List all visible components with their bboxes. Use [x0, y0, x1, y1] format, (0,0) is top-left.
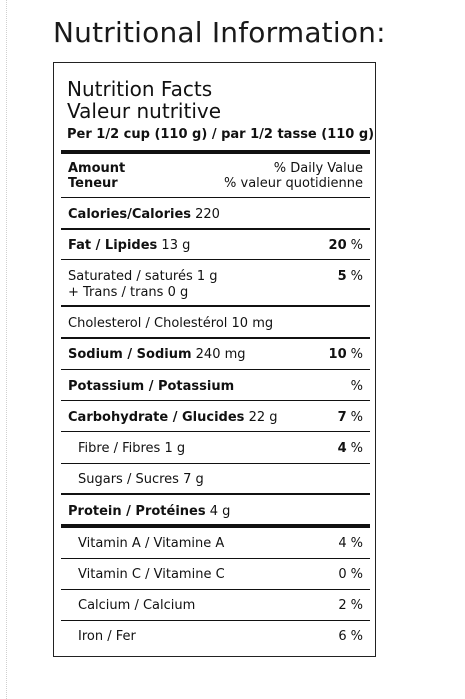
- carbohydrate-daily-value: 7%: [338, 410, 363, 425]
- divider: [61, 431, 370, 432]
- calcium-dv-number: 2: [338, 598, 347, 613]
- carbohydrate-amount: 22 g: [248, 410, 278, 425]
- vitamin-a-daily-value: 4%: [338, 536, 363, 551]
- percent-sign: %: [350, 238, 363, 253]
- amount-header-en: Amount: [68, 161, 126, 176]
- vitamin-a-dv-number: 4: [338, 536, 347, 551]
- sodium-amount: 240 mg: [195, 347, 246, 362]
- divider: [61, 589, 370, 590]
- sodium-label: Sodium / Sodium: [68, 347, 192, 362]
- potassium-daily-value: %: [347, 379, 363, 394]
- fat-daily-value: 20%: [329, 238, 363, 253]
- divider: [61, 463, 370, 464]
- sodium-row: Sodium / Sodium 240 mg: [68, 347, 246, 362]
- divider: [61, 197, 370, 198]
- fat-dv-number: 20: [328, 238, 347, 253]
- percent-sign: %: [350, 629, 363, 644]
- saturated-dv-number: 5: [337, 269, 347, 284]
- carbohydrate-label: Carbohydrate / Glucides: [68, 410, 245, 425]
- title-french: Valeur nutritive: [67, 99, 222, 123]
- divider: [61, 259, 370, 260]
- title-english: Nutrition Facts: [67, 77, 213, 101]
- daily-value-header-fr: % valeur quotidienne: [224, 176, 363, 191]
- percent-sign: %: [350, 567, 363, 582]
- fat-amount: 13 g: [161, 238, 191, 253]
- saturated-daily-value: 5%: [338, 269, 363, 284]
- percent-sign: %: [350, 410, 363, 425]
- divider: [61, 337, 370, 339]
- iron-dv-number: 6: [338, 629, 347, 644]
- page-heading: Nutritional Information:: [53, 16, 386, 49]
- divider: [61, 400, 370, 401]
- vitamin-c-dv-number: 0: [338, 567, 347, 582]
- sugars-label: Sugars / Sucres 7 g: [78, 472, 204, 487]
- percent-sign: %: [350, 536, 363, 551]
- carbohydrate-row: Carbohydrate / Glucides 22 g: [68, 410, 278, 425]
- fat-label: Fat / Lipides: [68, 238, 158, 253]
- calories-value: 220: [195, 207, 220, 222]
- calcium-label: Calcium / Calcium: [78, 598, 196, 613]
- protein-label: Protein / Protéines: [68, 504, 206, 519]
- protein-row: Protein / Protéines 4 g: [68, 504, 230, 519]
- divider: [61, 305, 370, 307]
- potassium-label: Potassium / Potassium: [68, 379, 235, 394]
- percent-sign: %: [350, 379, 363, 394]
- thick-divider: [61, 150, 370, 154]
- percent-sign: %: [350, 441, 363, 456]
- fibre-daily-value: 4%: [338, 441, 363, 456]
- vitamin-a-label: Vitamin A / Vitamine A: [78, 536, 225, 551]
- calories-row: Calories/Calories 220: [68, 207, 220, 222]
- protein-amount: 4 g: [209, 504, 231, 519]
- trans-label: + Trans / trans 0 g: [68, 285, 189, 300]
- amount-header-fr: Teneur: [68, 176, 118, 191]
- thick-divider: [61, 524, 370, 528]
- nutrition-facts-table: [53, 62, 376, 657]
- iron-daily-value: 6%: [338, 629, 363, 644]
- serving-size: Per 1/2 cup (110 g) / par 1/2 tasse (110…: [67, 127, 375, 142]
- iron-label: Iron / Fer: [78, 629, 136, 644]
- percent-sign: %: [350, 269, 363, 284]
- vitamin-c-daily-value: 0%: [338, 567, 363, 582]
- percent-sign: %: [350, 598, 363, 613]
- cholesterol-label: Cholesterol / Cholestérol 10 mg: [68, 316, 274, 331]
- fat-row: Fat / Lipides 13 g: [68, 238, 190, 253]
- saturated-label: Saturated / saturés 1 g: [68, 269, 218, 284]
- fibre-dv-number: 4: [337, 441, 347, 456]
- carbohydrate-dv-number: 7: [337, 410, 347, 425]
- fibre-label: Fibre / Fibres 1 g: [78, 441, 186, 456]
- percent-sign: %: [350, 347, 363, 362]
- divider: [61, 369, 370, 370]
- divider: [61, 493, 370, 495]
- daily-value-header-en: % Daily Value: [273, 161, 363, 176]
- divider: [61, 620, 370, 621]
- calcium-daily-value: 2%: [338, 598, 363, 613]
- calories-label: Calories/Calories: [68, 207, 191, 222]
- divider: [61, 558, 370, 559]
- sodium-daily-value: 10%: [329, 347, 363, 362]
- divider: [61, 228, 370, 230]
- vitamin-c-label: Vitamin C / Vitamine C: [78, 567, 225, 582]
- sodium-dv-number: 10: [328, 347, 347, 362]
- page-border-dots: [6, 0, 7, 699]
